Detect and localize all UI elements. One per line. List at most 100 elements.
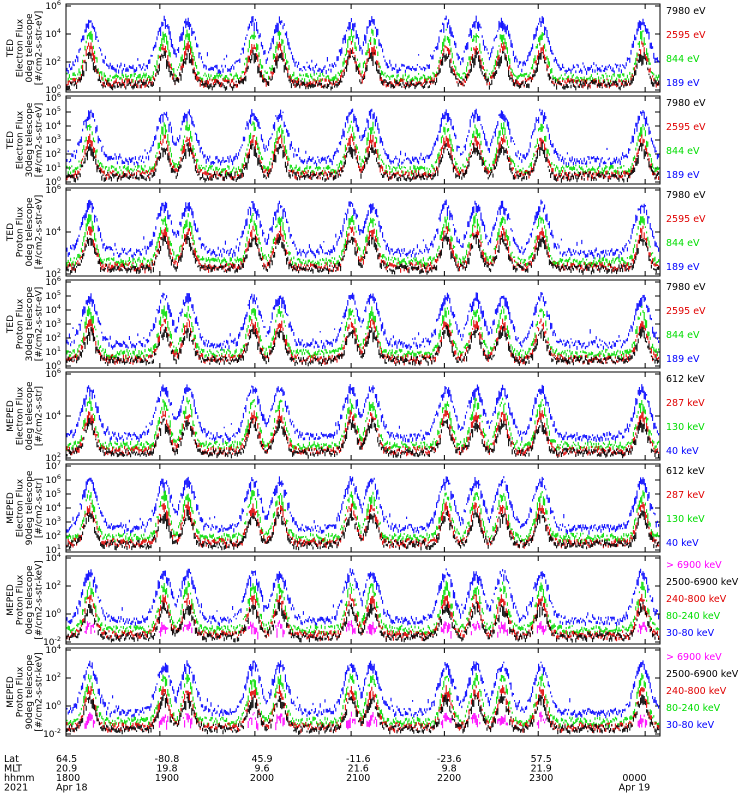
footer-mlt: 21.6: [348, 764, 369, 775]
footer-hhmm: 2000: [250, 773, 274, 784]
y-tick-label: 104: [45, 409, 61, 422]
series-trace-7980-ev: [66, 141, 660, 183]
legend-entry: 240-800 keV: [666, 686, 727, 697]
y-tick-label: 102: [45, 55, 61, 68]
footer-date: Apr 18: [56, 783, 88, 794]
y-tick-label: 103: [45, 515, 61, 528]
footer-hhmm: 2100: [346, 773, 370, 784]
y-tick-label: 104: [45, 551, 61, 564]
y-tick-label: 102: [45, 529, 61, 542]
y-tick-label: 104: [45, 225, 61, 238]
legend-entry: 612 keV: [666, 374, 705, 385]
y-axis-label: Proton Flux: [16, 206, 26, 257]
y-axis-label: [#/cm2-s-str-keV]: [35, 652, 45, 731]
legend-entry: > 6900 keV: [666, 560, 722, 571]
y-axis-label: MEPED: [6, 676, 16, 708]
legend-entry: 130 keV: [666, 422, 705, 433]
series-trace-7980-ev: [66, 233, 660, 275]
y-tick-label: 106: [45, 0, 61, 12]
series-trace-2595-ev: [66, 318, 660, 366]
series-trace-7980-ev: [66, 325, 660, 367]
y-tick-label: 104: [45, 119, 61, 132]
series-trace--6900-kev: [84, 711, 648, 731]
y-axis-label: 0deg telescope: [25, 197, 35, 267]
legend-entry: 7980 eV: [666, 282, 706, 293]
legend-entry: 844 eV: [666, 330, 700, 341]
y-axis-label: [#/cm2-s-str-eV]: [35, 195, 45, 270]
series-trace-844-ev: [66, 120, 660, 176]
series-trace-7980-ev: [66, 49, 660, 91]
y-axis-label: Electron Flux: [16, 18, 26, 77]
y-axis-label: 90deg telescope: [25, 654, 35, 729]
legend-entry: 612 keV: [666, 466, 705, 477]
y-tick-label: 100: [45, 175, 61, 188]
y-axis-label: TED: [6, 39, 16, 58]
y-tick-label: 106: [45, 367, 61, 380]
legend-entry: 2500-6900 keV: [666, 577, 739, 588]
y-axis-label: MEPED: [6, 400, 16, 432]
y-tick-label: 102: [45, 267, 61, 280]
y-tick-label: 104: [45, 27, 61, 40]
legend-entry: 2595 eV: [666, 30, 706, 41]
y-tick-label: 101: [45, 161, 61, 174]
footer-date: Apr 19: [619, 783, 651, 794]
footer-mlt: 9.6: [254, 764, 269, 775]
footer-mlt: 19.8: [156, 764, 177, 775]
series-trace-189-ev: [66, 292, 660, 351]
y-tick-label: 106: [45, 183, 61, 196]
y-tick-label: 100: [45, 699, 61, 712]
legend-entry: 2595 eV: [666, 122, 706, 133]
legend-entry: 30-80 keV: [666, 628, 715, 639]
footer-lat: -23.6: [437, 754, 462, 765]
y-tick-label: 105: [45, 289, 61, 302]
legend-entry: 7980 eV: [666, 190, 706, 201]
y-tick-label: 102: [45, 147, 61, 160]
series-trace-2500-6900-kev: [66, 693, 660, 735]
y-axis-label: 30deg telescope: [25, 286, 35, 361]
legend-entry: 287 keV: [666, 490, 705, 501]
legend-entry: 30-80 keV: [666, 720, 715, 731]
legend-entry: 189 eV: [666, 78, 700, 89]
y-axis-label: MEPED: [6, 492, 16, 524]
y-axis-label: Electron Flux: [16, 386, 26, 445]
footer-mlt: 9.8: [442, 764, 457, 775]
panel-frame: [65, 555, 661, 645]
y-axis-label: [#/cm2-s-str]: [35, 386, 45, 446]
legend-entry: 7980 eV: [666, 98, 706, 109]
y-tick-label: 105: [45, 105, 61, 118]
series-trace-30-80-kev: [66, 568, 660, 627]
footer-hhmm: 1900: [155, 773, 179, 784]
y-axis-label: [#/cm2-s-str-eV]: [35, 287, 45, 362]
y-axis-label: Proton Flux: [16, 666, 26, 717]
panel-8: 104 102 100 10-2 MEPED Proton Flux 90deg teles…: [6, 643, 739, 740]
y-tick-label: 106: [45, 275, 61, 288]
y-axis-label: 0deg telescope: [25, 381, 35, 451]
footer-row-label: 2021: [4, 783, 28, 794]
footer-hhmm: 2300: [529, 773, 553, 784]
y-axis-label: MEPED: [6, 584, 16, 616]
y-axis-label: 90deg telescope: [25, 470, 35, 545]
series-trace-612-kev: [66, 417, 660, 459]
series-trace-189-ev: [66, 15, 660, 75]
footer-lat: -11.6: [346, 754, 371, 765]
footer-row-label: Lat: [4, 754, 19, 765]
y-tick-label: 102: [45, 451, 61, 464]
y-axis-label: [#/cm2-s-str-eV]: [35, 11, 45, 86]
y-axis-label: Proton Flux: [16, 574, 26, 625]
series-trace-40-kev: [66, 384, 660, 444]
panel-frame: [65, 647, 661, 737]
y-tick-label: 102: [45, 671, 61, 684]
legend-entry: 189 eV: [666, 354, 700, 365]
y-tick-label: 10-2: [43, 635, 61, 648]
footer-mlt: 21.9: [531, 764, 552, 775]
y-tick-label: 104: [45, 643, 61, 656]
y-axis-label: [#/cm2-s-str-keV]: [35, 560, 45, 639]
y-tick-label: 105: [45, 487, 61, 500]
y-tick-label: 101: [45, 543, 61, 556]
y-tick-label: 103: [45, 317, 61, 330]
footer-row-label: hhmm: [4, 773, 35, 784]
legend-entry: 2595 eV: [666, 214, 706, 225]
